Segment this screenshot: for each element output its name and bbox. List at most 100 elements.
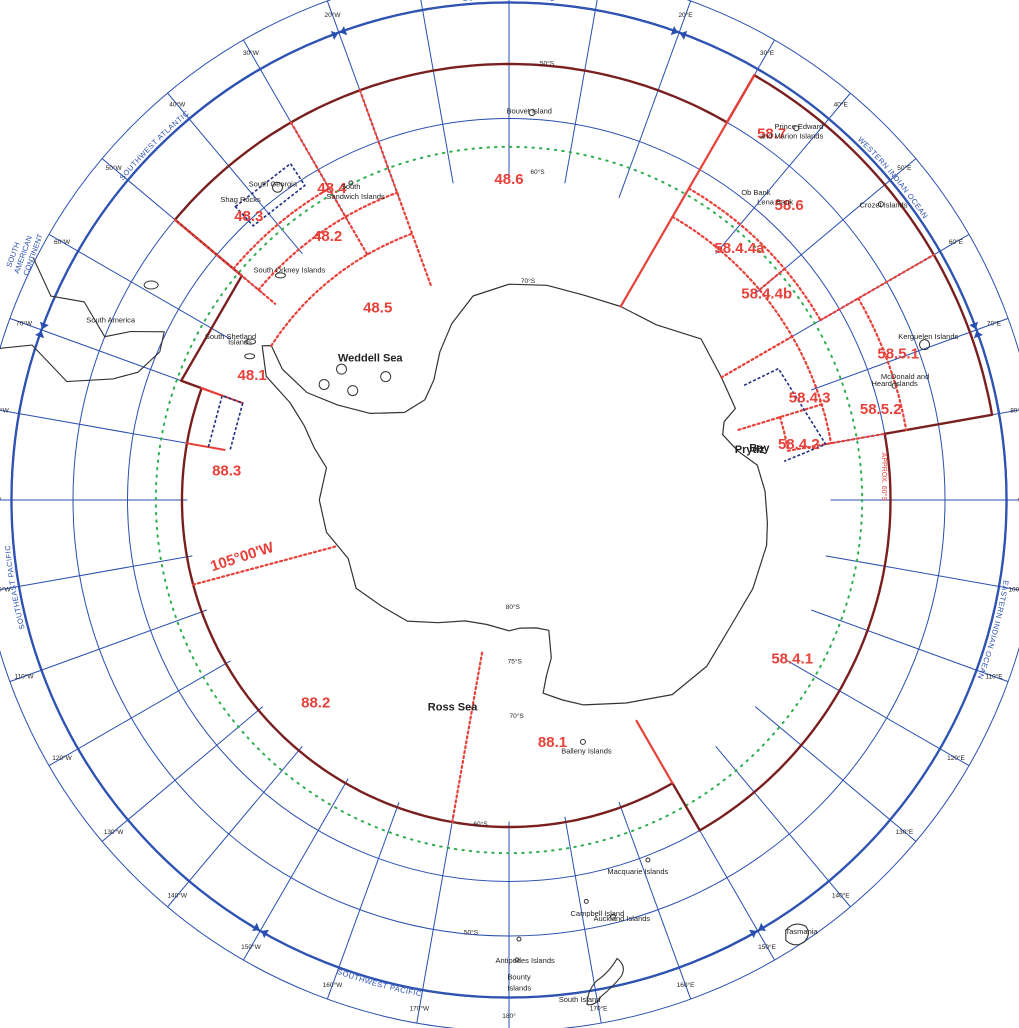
- longitude-label: 70°E: [987, 319, 1002, 327]
- statistical-area-boundaries: [173, 62, 994, 832]
- latitude-label: 80°S: [506, 603, 521, 611]
- place-label: Auckland Islands: [593, 914, 650, 923]
- place-label: Islands: [507, 983, 531, 992]
- longitude-label: 120°W: [52, 754, 72, 762]
- area-boundary: [185, 442, 226, 451]
- area-boundary: [635, 719, 674, 785]
- longitude-label: 80°E: [1010, 406, 1019, 414]
- statistical-area-label: 88.3: [212, 462, 241, 479]
- sub-area-boundary: [786, 432, 886, 452]
- island-outline: [516, 936, 522, 942]
- convention-area-boundary: [173, 62, 994, 832]
- place-label: South America: [86, 316, 136, 325]
- longitude-label: 20°E: [678, 11, 693, 19]
- island-outline: [645, 857, 651, 863]
- place-label: Prince Edward: [775, 122, 824, 131]
- meridian-line: [167, 746, 303, 908]
- meridian-line: [9, 609, 208, 683]
- latitude-label: 75°S: [508, 657, 523, 665]
- falkland-islands-outline: [143, 280, 159, 290]
- sub-area-boundary: [232, 187, 331, 270]
- south-america-coastline: [0, 257, 165, 383]
- latitude-label: 70°S: [510, 712, 525, 720]
- longitude-label: 150°W: [241, 943, 261, 951]
- longitude-label: 100°E: [1008, 586, 1019, 594]
- statistical-area-label: 48.5: [363, 299, 392, 316]
- longitude-label: 30°W: [243, 49, 260, 57]
- island-outline: [583, 898, 589, 904]
- longitude-label: 120°E: [947, 754, 965, 762]
- island-outline: [336, 363, 348, 375]
- meridian-line: [416, 816, 454, 1024]
- sub-area-boundary: [857, 297, 908, 432]
- meridian-line: [326, 801, 400, 1000]
- meridian-line: [48, 660, 231, 766]
- meridian-line: [715, 92, 851, 254]
- statistical-area-label: 88.1: [538, 734, 567, 751]
- statistical-area-label: 58.4.4b: [741, 286, 792, 303]
- longitude-label: 140°E: [832, 891, 850, 899]
- bay-label: Bay: [749, 442, 770, 454]
- island-outline: [528, 109, 536, 117]
- tasmania-outline: [785, 923, 809, 946]
- meridian-line: [755, 158, 917, 294]
- meridian-line: [420, 0, 454, 184]
- convergence-line: [154, 145, 864, 855]
- area-boundary: [200, 387, 244, 405]
- statistical-area-label: 48.2: [313, 228, 342, 245]
- sub-area-boundary: [257, 191, 399, 291]
- longitude-label: 40°W: [169, 101, 186, 109]
- statistical-area-label: 48.6: [494, 171, 523, 188]
- island-outline: [609, 913, 616, 920]
- sea-label: Ross Sea: [428, 702, 478, 714]
- new-zealand-outline: [586, 957, 624, 1006]
- area-boundary: [619, 74, 756, 308]
- place-label: Lena Bank: [757, 197, 793, 206]
- meridian-line: [755, 706, 917, 842]
- statistical-area-label: 58.5.1: [877, 345, 919, 362]
- land-masses: [0, 109, 931, 1006]
- statistical-area-label: 48.1: [238, 367, 267, 384]
- meridian-line: [810, 609, 1009, 683]
- place-label: South: [341, 182, 361, 191]
- island-outline: [348, 180, 354, 186]
- statistical-area-label: 58.5.2: [860, 401, 902, 418]
- place-label: South Shetland: [205, 332, 256, 341]
- south-georgia-box: [234, 162, 306, 227]
- place-label: Islands: [228, 338, 252, 347]
- island-outline: [919, 339, 931, 351]
- place-label: Macquarie Islands: [607, 867, 668, 876]
- sub-area-boundary: [720, 335, 794, 379]
- meridian-line: [715, 746, 851, 908]
- longitude-label: 60°W: [54, 238, 71, 246]
- island-outline: [579, 738, 586, 745]
- longitude-label: 20°W: [324, 11, 341, 19]
- longitude-label: 180°: [502, 1012, 516, 1020]
- meridian-line: [48, 234, 231, 340]
- place-label: Bounty: [507, 972, 531, 981]
- statistical-area-label: 88.2: [301, 694, 330, 711]
- longitude-label: 110°W: [14, 673, 34, 681]
- bay-label: Prydz: [735, 444, 765, 456]
- place-label: Bouvet Island: [507, 107, 552, 116]
- island-outline: [514, 957, 520, 963]
- latitude-label: 50°S: [540, 60, 555, 68]
- island-outline: [274, 272, 286, 279]
- statistical-area-label: 58.6: [775, 197, 804, 214]
- sub-area-boundary: [671, 215, 833, 445]
- longitude-label: 90°W: [0, 496, 2, 504]
- island-outline: [245, 338, 257, 345]
- island-outline: [793, 125, 800, 132]
- meridian-line: [9, 317, 208, 391]
- sub-area-boundary: [778, 416, 790, 452]
- island-outline: [244, 353, 256, 360]
- statistical-area-label: 58.7: [757, 125, 786, 142]
- longitude-label: 150°E: [758, 943, 776, 951]
- meridian-line: [618, 801, 692, 1000]
- longitude-label: 80°W: [0, 406, 10, 414]
- statistical-area-label: 58.4.3: [789, 389, 831, 406]
- convergence-circle: [154, 145, 864, 855]
- sub-area-boundary: [192, 545, 337, 586]
- meridian-line: [825, 555, 1019, 591]
- island-outline: [347, 385, 359, 397]
